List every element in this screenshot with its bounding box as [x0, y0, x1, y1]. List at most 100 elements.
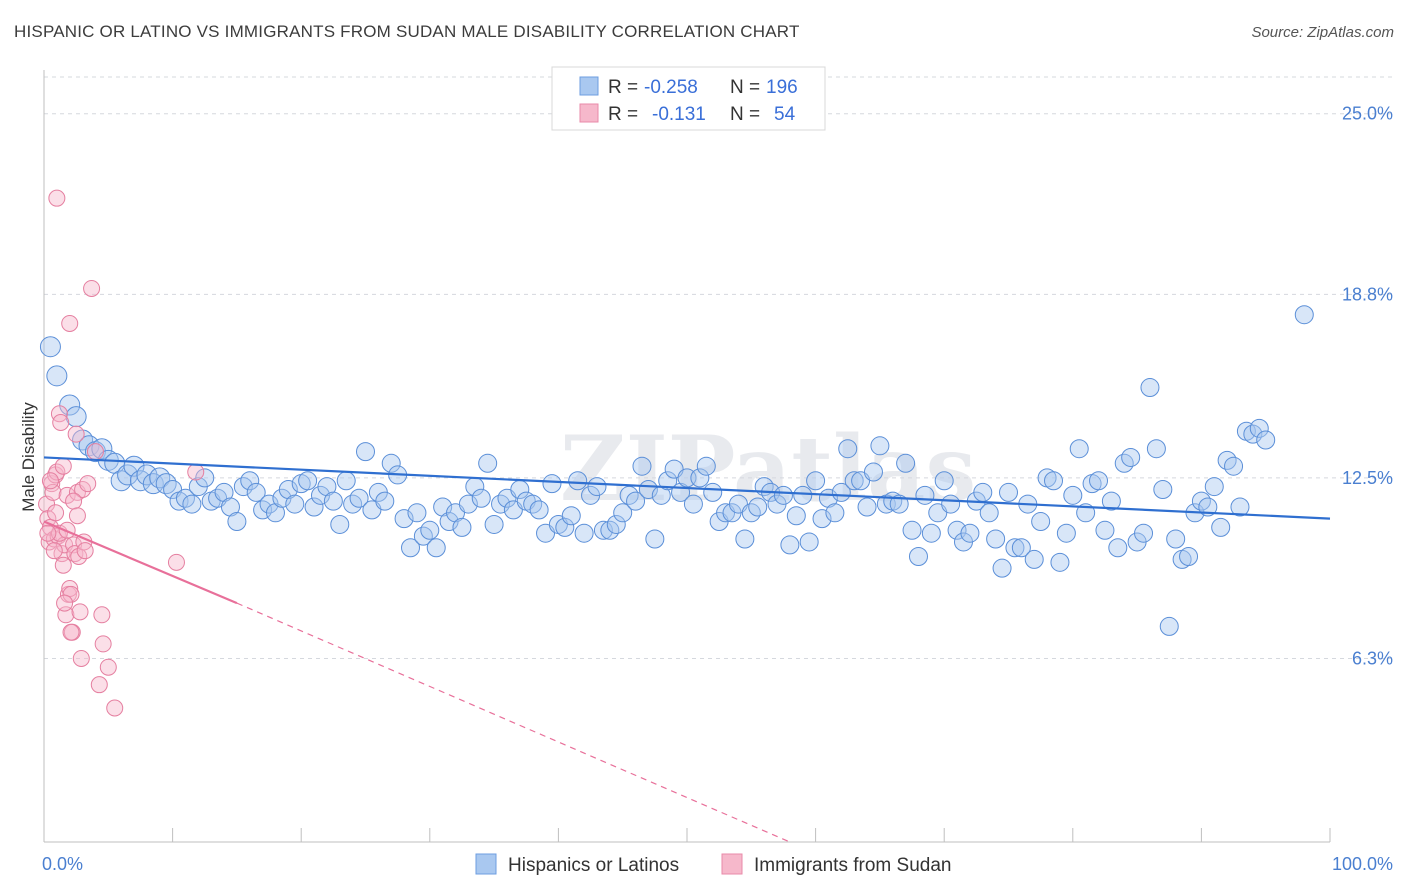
point-0-164 — [1101, 491, 1121, 511]
point-1-19 — [62, 585, 80, 603]
bottom-legend-label-hispanics: Hispanics or Latinos — [508, 855, 679, 876]
point-0-131 — [889, 494, 909, 514]
point-1-50 — [56, 594, 74, 612]
point-0-67 — [478, 453, 498, 473]
point-1-48 — [187, 463, 205, 481]
point-0-123 — [838, 439, 858, 459]
point-0-85 — [593, 520, 613, 540]
point-0-55 — [401, 538, 421, 558]
point-0-0 — [39, 336, 61, 358]
point-1-52 — [79, 475, 97, 493]
point-0-133 — [902, 520, 922, 540]
point-0-3 — [65, 406, 87, 428]
point-0-23 — [195, 468, 215, 488]
point-0-44 — [330, 514, 350, 534]
y-tick-label-0: 25.0% — [1342, 104, 1393, 124]
point-0-31 — [246, 482, 266, 502]
legend-r-label-1: R = — [608, 104, 638, 125]
point-1-47 — [167, 553, 185, 571]
point-0-171 — [1146, 439, 1166, 459]
point-0-82 — [574, 523, 594, 543]
point-0-158 — [1063, 485, 1083, 505]
point-0-14 — [136, 464, 158, 486]
point-0-180 — [1204, 477, 1224, 497]
point-0-95 — [658, 471, 678, 491]
point-0-172 — [1153, 480, 1173, 500]
point-0-11 — [117, 464, 139, 486]
point-1-10 — [50, 405, 68, 423]
point-1-41 — [86, 443, 104, 461]
point-1-11 — [52, 413, 70, 431]
point-0-28 — [227, 512, 247, 532]
y-tick-label-2: 12.5% — [1342, 468, 1393, 488]
trend-line-1 — [43, 520, 238, 605]
point-0-99 — [683, 494, 703, 514]
point-1-8 — [48, 463, 66, 481]
y-tick-label-3: 6.3% — [1352, 648, 1393, 668]
point-1-33 — [54, 457, 72, 475]
point-0-139 — [941, 494, 961, 514]
point-0-136 — [921, 523, 941, 543]
point-0-134 — [908, 547, 928, 567]
point-0-138 — [934, 471, 954, 491]
chart-title: HISPANIC OR LATINO VS IMMIGRANTS FROM SU… — [14, 22, 800, 41]
point-0-126 — [857, 497, 877, 517]
point-1-43 — [94, 635, 112, 653]
point-1-32 — [61, 314, 79, 332]
point-0-169 — [1134, 523, 1154, 543]
point-0-66 — [471, 488, 491, 508]
point-1-16 — [58, 486, 76, 504]
point-0-56 — [407, 503, 427, 523]
point-0-100 — [690, 468, 710, 488]
point-0-75 — [529, 500, 549, 520]
point-0-187 — [1249, 418, 1269, 438]
point-0-59 — [426, 538, 446, 558]
point-0-156 — [1050, 552, 1070, 572]
point-0-15 — [142, 473, 164, 495]
x-axis-min-label: 0.0% — [42, 854, 83, 874]
point-0-179 — [1198, 497, 1218, 517]
point-0-165 — [1108, 538, 1128, 558]
point-0-48 — [356, 442, 375, 462]
point-1-49 — [62, 623, 80, 641]
point-0-147 — [992, 558, 1012, 578]
bottom-legend-swatch-hispanics — [475, 853, 497, 875]
gridlines — [44, 76, 1392, 659]
point-1-51 — [47, 504, 65, 522]
point-1-26 — [71, 603, 89, 621]
point-0-1 — [46, 365, 68, 387]
point-0-146 — [986, 529, 1006, 549]
point-0-90 — [626, 491, 646, 511]
point-0-145 — [979, 503, 999, 523]
point-0-54 — [394, 509, 414, 529]
x-axis-max-label: 100.0% — [1332, 854, 1393, 874]
point-1-39 — [41, 472, 59, 490]
series-legend: Hispanics or Latinos Immigrants from Sud… — [475, 853, 951, 876]
legend-r-label-0: R = — [608, 77, 638, 98]
point-0-181 — [1211, 517, 1231, 537]
point-1-34 — [65, 492, 83, 510]
point-0-188 — [1256, 430, 1276, 450]
point-0-128 — [870, 436, 890, 456]
point-0-91 — [632, 456, 652, 476]
point-0-132 — [896, 453, 916, 473]
series-sudan-points — [38, 189, 205, 717]
point-0-170 — [1140, 378, 1160, 398]
point-0-77 — [542, 474, 562, 494]
point-0-80 — [561, 506, 581, 526]
point-1-45 — [90, 676, 108, 694]
point-0-47 — [349, 488, 369, 508]
point-1-44 — [99, 658, 117, 676]
legend-n-label-0: N = — [730, 77, 760, 98]
point-0-81 — [568, 471, 588, 491]
point-1-13 — [54, 556, 72, 574]
point-0-52 — [381, 453, 401, 473]
trend-line-0 — [43, 456, 1331, 520]
point-0-153 — [1031, 512, 1051, 532]
point-0-148 — [999, 482, 1018, 502]
point-0-40 — [304, 497, 324, 517]
point-0-118 — [806, 471, 826, 491]
point-0-114 — [780, 535, 800, 555]
point-0-101 — [696, 456, 716, 476]
